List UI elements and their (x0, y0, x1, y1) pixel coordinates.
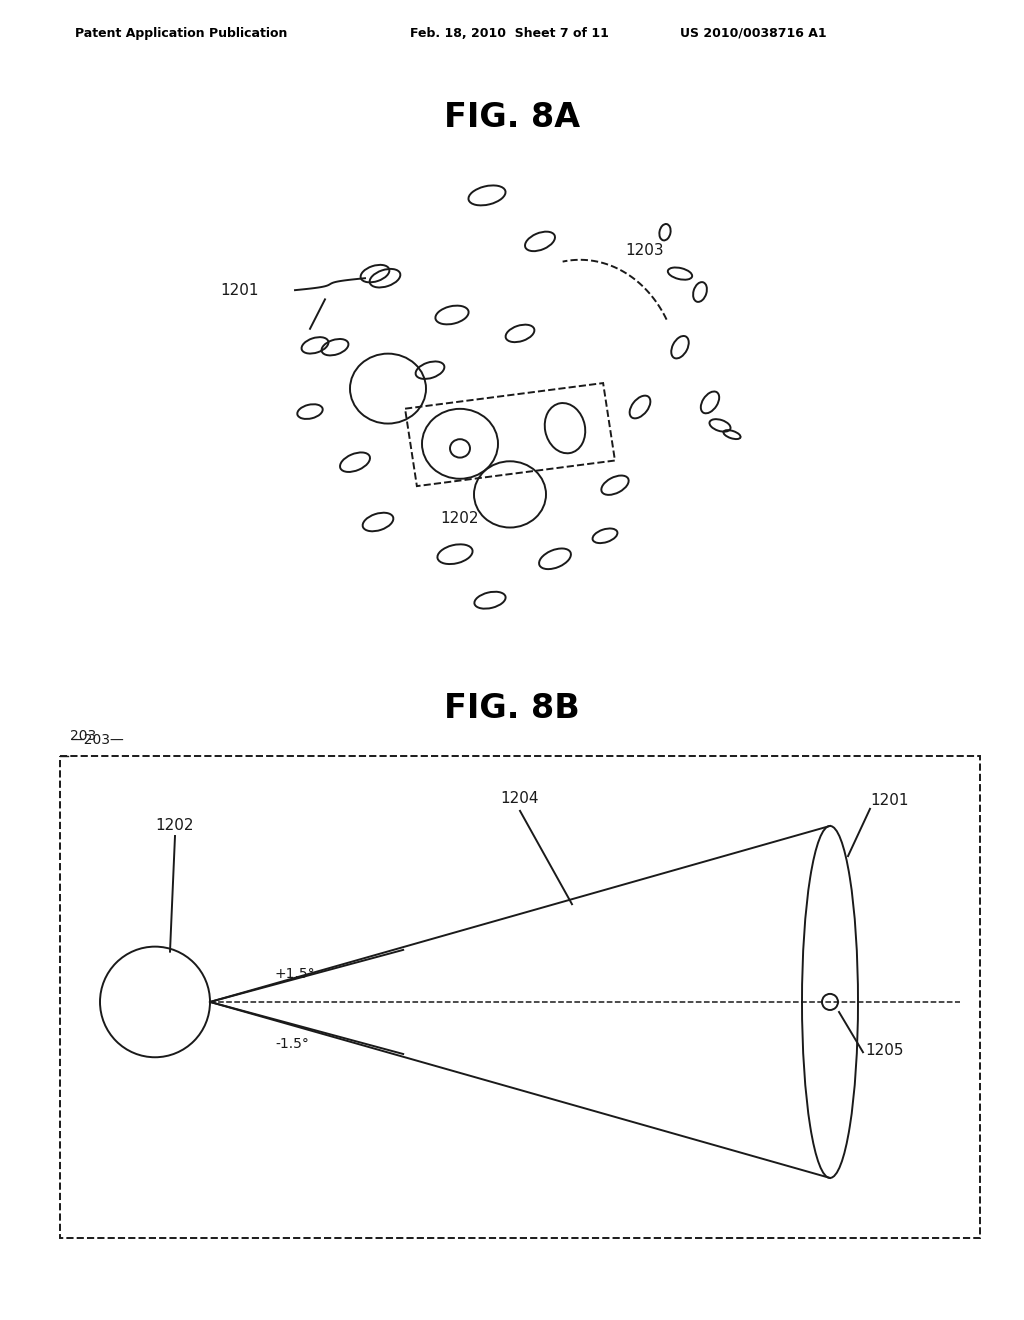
Text: 1203: 1203 (625, 243, 664, 259)
Text: 1204: 1204 (501, 791, 540, 807)
Text: 1202: 1202 (440, 511, 479, 525)
Text: 1201: 1201 (870, 793, 908, 808)
Text: Feb. 18, 2010  Sheet 7 of 11: Feb. 18, 2010 Sheet 7 of 11 (410, 26, 609, 40)
Text: FIG. 8B: FIG. 8B (444, 692, 580, 725)
Text: 1202: 1202 (156, 818, 195, 833)
Text: 1205: 1205 (865, 1043, 903, 1057)
Bar (60, 755, 980, 1238)
Bar (406, 383, 615, 486)
Text: 1201: 1201 (220, 282, 258, 297)
Text: 203: 203 (70, 730, 96, 743)
Text: FIG. 8A: FIG. 8A (444, 100, 580, 133)
Text: +1.5°: +1.5° (275, 966, 315, 981)
Text: —203—: —203— (70, 734, 124, 747)
Text: US 2010/0038716 A1: US 2010/0038716 A1 (680, 26, 826, 40)
Text: -1.5°: -1.5° (275, 1038, 309, 1051)
Text: Patent Application Publication: Patent Application Publication (75, 26, 288, 40)
